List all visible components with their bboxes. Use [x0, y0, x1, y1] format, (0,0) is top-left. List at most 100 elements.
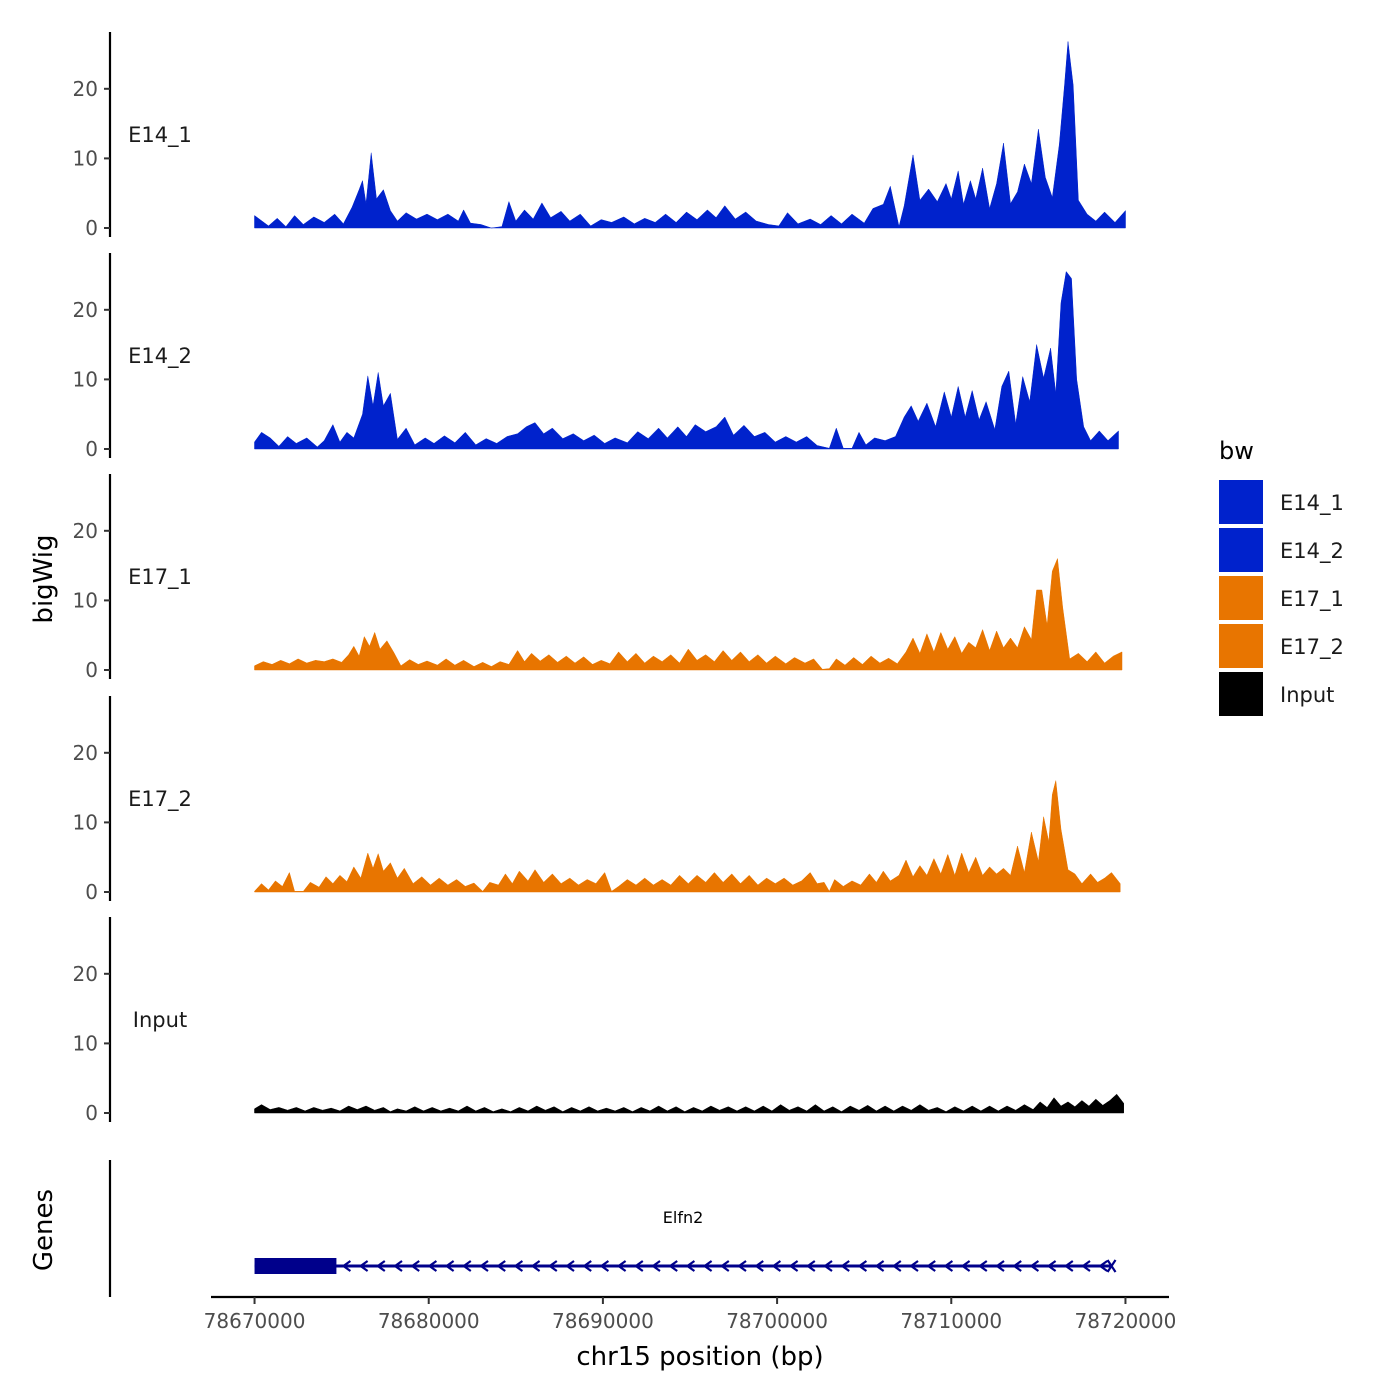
signal-area: [254, 780, 1121, 893]
legend-item-e14-2: E14_2: [1219, 528, 1344, 572]
strand-arrow: [874, 1260, 885, 1272]
y-tick-label: 0: [85, 658, 98, 682]
y-tick-label: 20: [73, 298, 98, 322]
y-tick-label: 10: [73, 810, 98, 834]
strand-arrow: [977, 1260, 988, 1272]
legend-label: Input: [1280, 683, 1334, 707]
strand-arrow: [616, 1260, 627, 1272]
signal-area: [254, 270, 1119, 450]
strand-arrow: [737, 1260, 747, 1272]
strand-arrow: [1098, 1260, 1108, 1272]
strand-arrow: [599, 1260, 610, 1272]
strand-arrow: [685, 1260, 696, 1272]
x-tick-label: 78710000: [900, 1309, 1002, 1333]
strand-arrow: [840, 1260, 850, 1272]
gene-name-label: Elfn2: [663, 1208, 704, 1227]
x-tick-label: 78700000: [726, 1309, 828, 1333]
strand-arrow: [1046, 1260, 1057, 1272]
strand-arrow: [909, 1260, 919, 1272]
y-tick-label: 10: [73, 146, 98, 170]
y-tick-label: 0: [85, 1101, 98, 1125]
strand-arrow: [702, 1260, 713, 1272]
strand-arrow: [719, 1260, 730, 1272]
genes-axis-title: Genes: [29, 1189, 59, 1271]
legend: bw E14_1 E14_2 E17_1 E17_2 Input: [1219, 437, 1344, 716]
strand-arrow: [393, 1260, 403, 1272]
x-tick-label: 78670000: [204, 1309, 306, 1333]
legend-swatch: [1219, 576, 1263, 620]
strand-arrow: [943, 1260, 954, 1272]
legend-swatch: [1219, 480, 1263, 524]
legend-label: E14_2: [1280, 539, 1344, 564]
y-tick-label: 20: [73, 77, 98, 101]
strand-arrow: [530, 1260, 541, 1272]
track-e17-1: 0 10 20 E17_1: [73, 474, 1123, 682]
legend-item-e14-1: E14_1: [1219, 480, 1344, 524]
signal-area: [254, 1093, 1124, 1114]
x-tick-label: 78690000: [552, 1309, 654, 1333]
legend-swatch: [1219, 672, 1263, 716]
legend-item-input: Input: [1219, 672, 1334, 716]
strand-arrow: [496, 1260, 506, 1272]
x-tick-label: 78720000: [1075, 1309, 1177, 1333]
strand-arrow: [565, 1260, 575, 1272]
strand-arrow: [788, 1260, 799, 1272]
strand-arrow: [582, 1260, 592, 1272]
strand-arrow: [857, 1260, 868, 1272]
gene-end-mark: [1106, 1259, 1117, 1273]
gene-panel: Elfn2: [108, 1160, 1117, 1297]
signal-area: [254, 558, 1123, 671]
strand-arrow: [960, 1260, 971, 1272]
track-e17-2: 0 10 20 E17_2: [73, 696, 1121, 904]
y-tick-label: 10: [73, 367, 98, 391]
legend-item-e17-1: E17_1: [1219, 576, 1344, 620]
y-tick-label: 0: [85, 880, 98, 904]
strand-arrow: [427, 1260, 438, 1272]
y-tick-label: 0: [85, 216, 98, 240]
strand-arrow: [410, 1260, 420, 1272]
x-axis: 78670000 78680000 78690000 78700000 78710000…: [204, 1295, 1177, 1333]
legend-swatch: [1219, 528, 1263, 572]
strand-arrow: [995, 1260, 1005, 1272]
strand-arrow: [461, 1260, 472, 1272]
strand-arrow: [513, 1260, 524, 1272]
strand-arrow: [358, 1260, 369, 1272]
y-tick-label: 10: [73, 588, 98, 612]
y-tick-label: 20: [73, 519, 98, 543]
track-label: E14_2: [128, 344, 192, 369]
strand-arrow: [1063, 1260, 1074, 1272]
track-label: Input: [133, 1008, 187, 1032]
strand-arrow: [668, 1260, 678, 1272]
strand-arrow: [633, 1260, 644, 1272]
track-e14-2: 0 10 20 E14_2: [73, 253, 1119, 461]
strand-arrow: [547, 1260, 558, 1272]
track-label: E14_1: [128, 123, 192, 148]
strand-arrow: [771, 1260, 782, 1272]
legend-label: E17_2: [1280, 635, 1344, 660]
legend-label: E17_1: [1280, 587, 1344, 612]
gene-elfn2: Elfn2: [254, 1208, 1117, 1274]
signal-tracks: 0 10 20 E14_1 0 10 20 E14_2 0 10 20 E17_1 0 10 20 E17_2…: [73, 32, 1126, 1125]
strand-arrow: [805, 1260, 816, 1272]
legend-item-e17-2: E17_2: [1219, 624, 1344, 668]
strand-arrow: [891, 1260, 902, 1272]
track-label: E17_2: [128, 787, 192, 812]
x-tick-label: 78680000: [378, 1309, 480, 1333]
strand-arrow: [926, 1260, 936, 1272]
track-input: 0 10 20 Input: [73, 917, 1124, 1125]
strand-arrow: [375, 1260, 386, 1272]
strand-arrow: [754, 1260, 764, 1272]
strand-arrow: [1029, 1260, 1040, 1272]
y-tick-label: 10: [73, 1031, 98, 1055]
y-tick-label: 0: [85, 437, 98, 461]
signal-area: [254, 41, 1126, 229]
y-tick-label: 20: [73, 962, 98, 986]
strand-arrow: [341, 1260, 352, 1272]
x-axis-title: chr15 position (bp): [576, 1342, 823, 1372]
strand-arrow: [1012, 1260, 1022, 1272]
y-tick-label: 20: [73, 741, 98, 765]
legend-title: bw: [1219, 437, 1254, 465]
gene-exon-block: [254, 1258, 337, 1274]
